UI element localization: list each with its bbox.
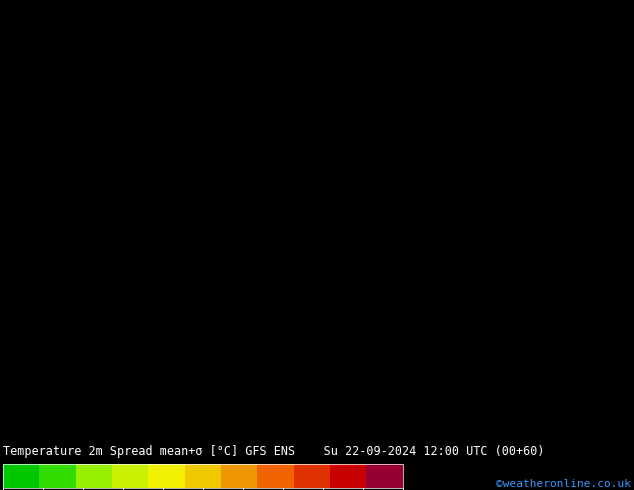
Text: Temperature 2m Spread mean+σ [°C] GFS ENS    Su 22-09-2024 12:00 UTC (00+60): Temperature 2m Spread mean+σ [°C] GFS EN…	[3, 445, 545, 458]
Text: ©weatheronline.co.uk: ©weatheronline.co.uk	[496, 479, 631, 489]
